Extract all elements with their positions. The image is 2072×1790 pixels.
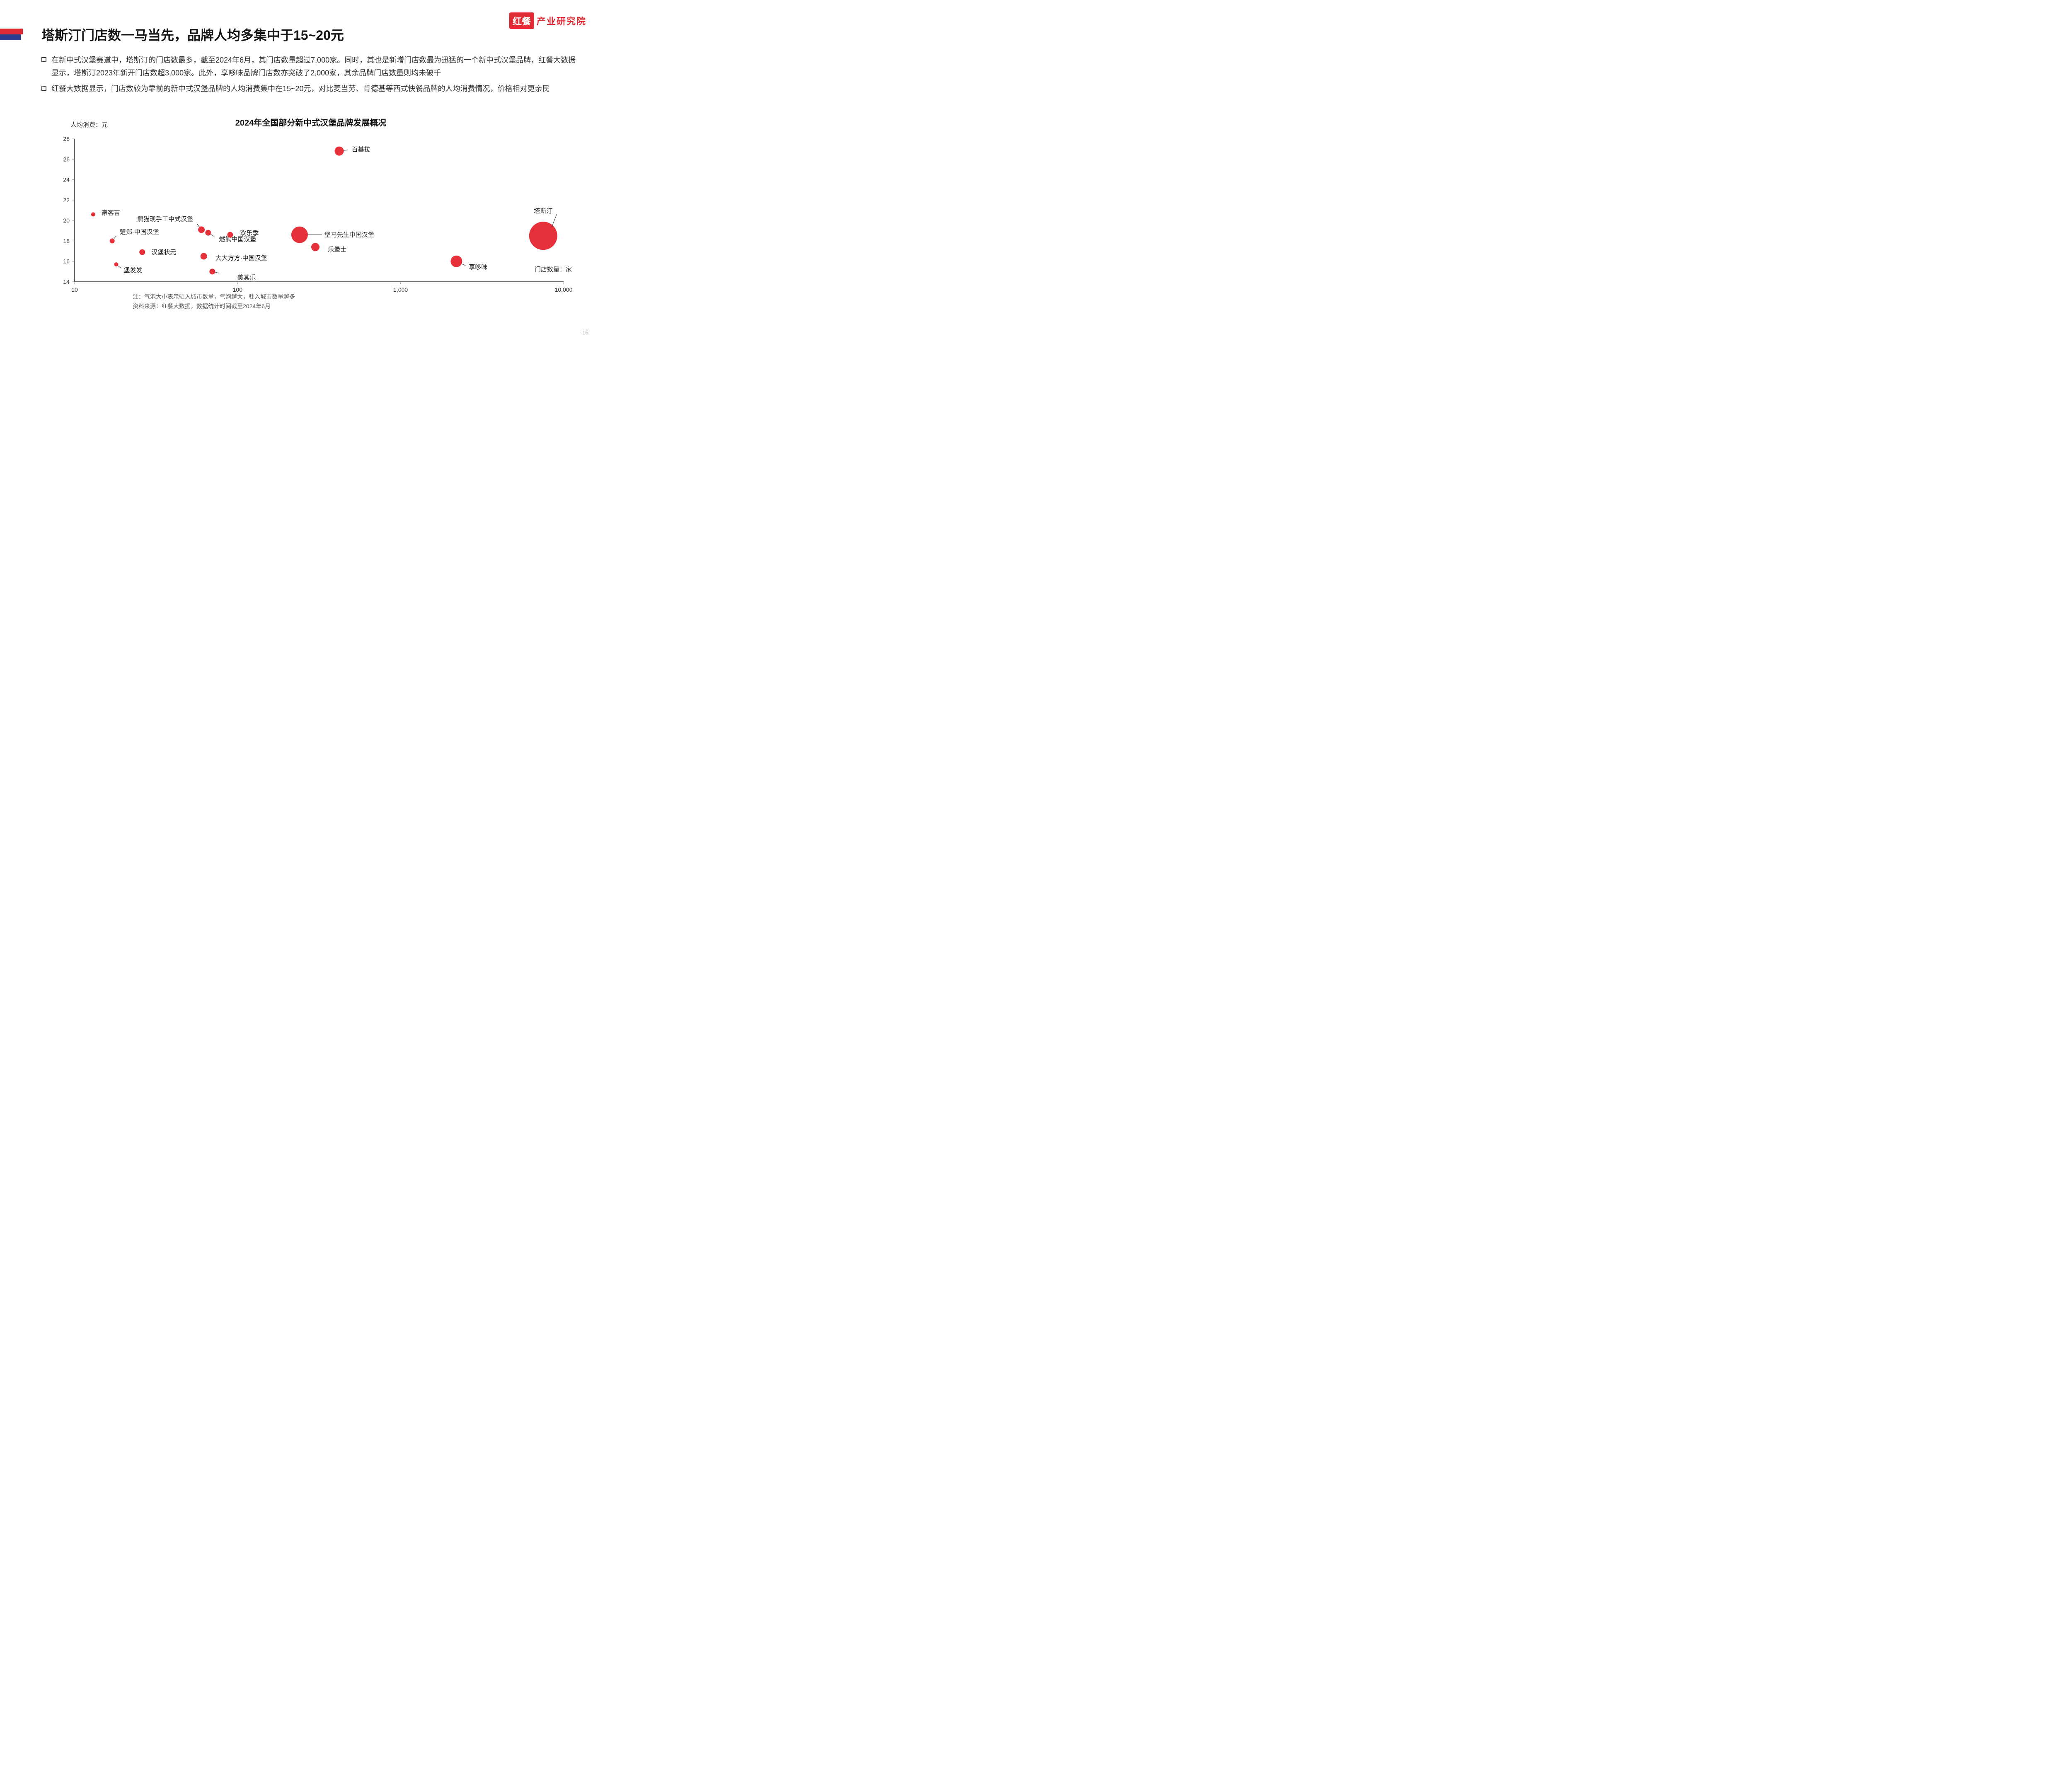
page-title: 塔斯汀门店数一马当先，品牌人均多集中于15~20元 bbox=[41, 25, 344, 44]
page-number: 15 bbox=[583, 329, 588, 336]
bubble-欢乐季 bbox=[227, 232, 233, 238]
chart-footnote: 注：气泡大小表示驻入城市数量，气泡越大，驻入城市数量越多 资料来源：红餐大数据，… bbox=[133, 292, 295, 311]
logo-red-box: 红餐 bbox=[509, 12, 534, 29]
bubble-label: 美其乐 bbox=[237, 274, 256, 281]
bubble-label: 大大方方·中国汉堡 bbox=[215, 254, 267, 261]
svg-text:10: 10 bbox=[71, 286, 78, 293]
brand-logo: 红餐 产业研究院 bbox=[509, 12, 586, 29]
bullet-icon bbox=[41, 57, 46, 62]
bubble-享哆味 bbox=[450, 256, 462, 267]
bubble-label: 享哆味 bbox=[469, 264, 487, 271]
svg-text:14: 14 bbox=[63, 278, 70, 285]
bubble-label: 熊猫现手工中式汉堡 bbox=[137, 215, 193, 223]
bubble-乐堡士 bbox=[311, 243, 320, 251]
bubble-label: 豪客吉 bbox=[102, 209, 120, 216]
bubble-塔斯汀 bbox=[529, 222, 557, 250]
svg-text:22: 22 bbox=[63, 197, 70, 203]
bubble-label: 楚郑·中国汉堡 bbox=[120, 228, 159, 235]
bubble-大大方方·中国汉堡 bbox=[201, 253, 207, 259]
chart-title: 2024年全国部分新中式汉堡品牌发展概况 bbox=[41, 116, 580, 128]
logo-text: 产业研究院 bbox=[537, 14, 586, 27]
paragraph-1: 在新中式汉堡赛道中，塔斯汀的门店数最多，截至2024年6月，其门店数量超过7,0… bbox=[51, 54, 580, 79]
y-axis-title: 人均消费：元 bbox=[70, 120, 108, 129]
bubble-label: 堡发发 bbox=[123, 267, 142, 274]
bullet-icon bbox=[41, 86, 46, 91]
bubble-堡马先生中国汉堡 bbox=[291, 227, 308, 243]
svg-text:10,000: 10,000 bbox=[555, 286, 573, 293]
bubble-label: 堡马先生中国汉堡 bbox=[324, 232, 374, 239]
paragraph-2: 红餐大数据显示，门店数较为靠前的新中式汉堡品牌的人均消费集中在15~20元，对比… bbox=[51, 82, 550, 95]
bubble-美其乐 bbox=[209, 268, 215, 274]
bubble-label: 塔斯汀 bbox=[534, 208, 552, 215]
svg-text:28: 28 bbox=[63, 135, 70, 142]
bubble-燃熊中国汉堡 bbox=[205, 230, 211, 236]
svg-text:20: 20 bbox=[63, 217, 70, 224]
bubble-label: 汉堡状元 bbox=[151, 249, 176, 256]
bubble-堡发发 bbox=[114, 262, 118, 266]
bubble-汉堡状元 bbox=[139, 249, 145, 255]
svg-text:18: 18 bbox=[63, 237, 70, 244]
svg-text:16: 16 bbox=[63, 258, 70, 265]
title-bar: 塔斯汀门店数一马当先，品牌人均多集中于15~20元 bbox=[0, 25, 344, 44]
bubble-熊猫现手工中式汉堡 bbox=[198, 226, 205, 233]
x-axis-title: 门店数量：家 bbox=[535, 265, 572, 273]
bubble-label: 乐堡士 bbox=[328, 246, 346, 253]
bubble-label: 百基拉 bbox=[351, 146, 370, 153]
bubble-楚郑·中国汉堡 bbox=[110, 238, 115, 243]
svg-text:1,000: 1,000 bbox=[393, 286, 408, 293]
bubble-label: 欢乐季 bbox=[240, 230, 259, 237]
svg-text:24: 24 bbox=[63, 177, 70, 183]
body-paragraphs: 在新中式汉堡赛道中，塔斯汀的门店数最多，截至2024年6月，其门店数量超过7,0… bbox=[41, 54, 580, 99]
svg-text:26: 26 bbox=[63, 156, 70, 162]
bubble-豪客吉 bbox=[91, 212, 95, 216]
bubble-百基拉 bbox=[334, 147, 344, 156]
bubble-chart: 2024年全国部分新中式汉堡品牌发展概况 人均消费：元 门店数量：家 14 16 1… bbox=[41, 116, 580, 311]
chart-svg: 1416182022242628101001,00010,000豪客吉楚郑·中国… bbox=[41, 131, 580, 305]
